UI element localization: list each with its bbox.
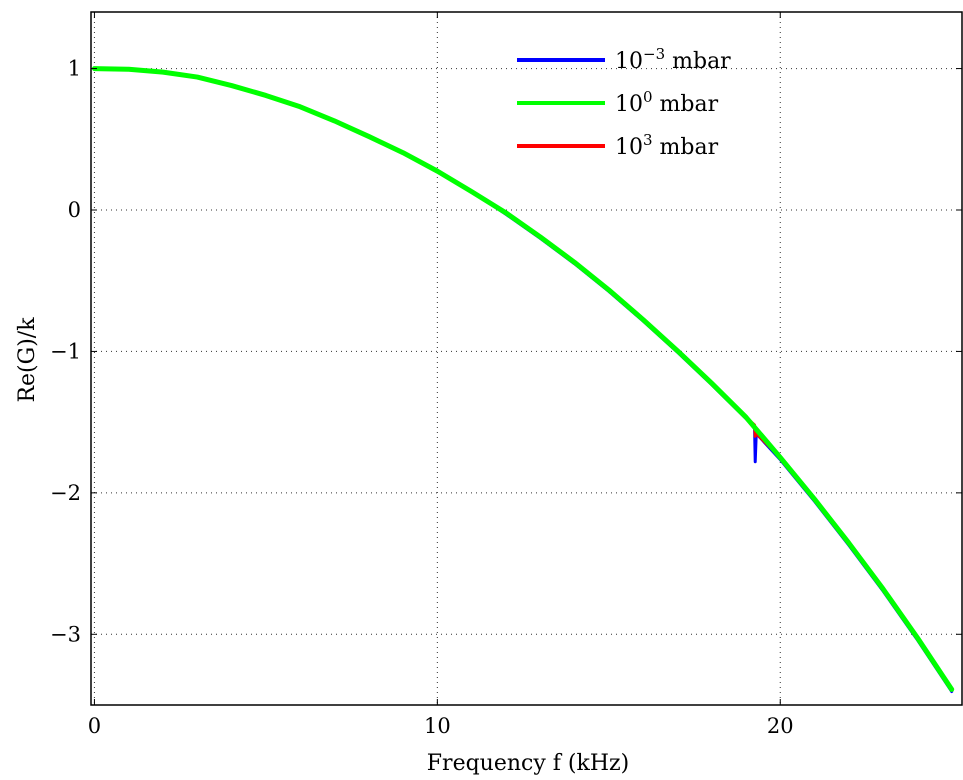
series-line-10-3-mbar <box>92 67 954 691</box>
grid-layer <box>91 12 962 705</box>
series-clip-group <box>91 66 955 694</box>
legend-unit: mbar <box>665 49 731 74</box>
y-tick-label: 1 <box>68 57 81 81</box>
legend-base: 10 <box>615 92 643 117</box>
y-tick-label: −2 <box>50 481 81 505</box>
y-axis-label: Re(G)/k <box>15 317 40 403</box>
legend-label-10-3-mbar: 103 mbar <box>615 131 719 160</box>
legend-exponent: 3 <box>643 131 653 149</box>
legend-base: 10 <box>615 49 643 74</box>
x-axis-label: Frequency f (kHz) <box>427 751 629 776</box>
legend-base: 10 <box>615 135 643 160</box>
legend-unit: mbar <box>653 135 719 160</box>
y-tick-label: 0 <box>68 198 81 222</box>
x-tick-label: 0 <box>88 714 101 738</box>
legend-unit: mbar <box>653 92 719 117</box>
x-tick-label: 20 <box>767 714 794 738</box>
legend-exponent: 0 <box>643 88 653 106</box>
legend-label-10-0-mbar: 100 mbar <box>615 88 719 117</box>
y-tick-label: −1 <box>50 339 81 363</box>
series-line-10-3-mbar <box>92 67 954 694</box>
plot-frame <box>90 11 963 706</box>
series-layer <box>91 66 955 694</box>
x-tick-label: 10 <box>424 714 451 738</box>
legend-exponent: −3 <box>643 45 665 63</box>
series-line-10-0-mbar <box>91 66 955 692</box>
y-tick-label: −3 <box>50 622 81 646</box>
legend-label-10-3-mbar: 10−3 mbar <box>615 45 731 74</box>
